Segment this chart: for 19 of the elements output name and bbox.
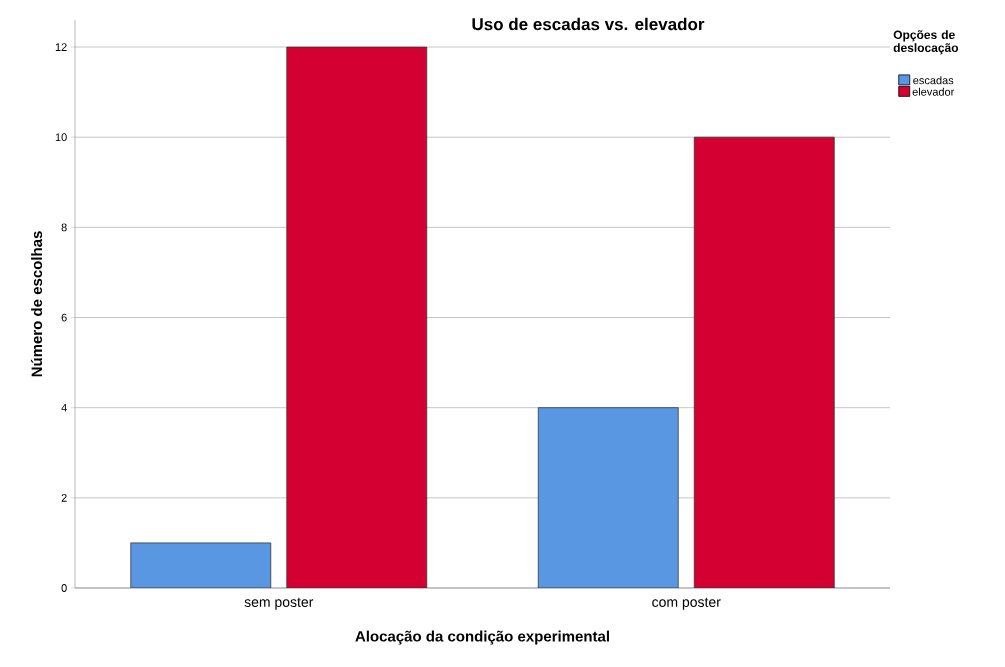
y-tick-label: 4 bbox=[61, 403, 67, 412]
y-tick-label: 6 bbox=[61, 313, 67, 322]
chart-title: Uso de escadas vs. elevador bbox=[472, 17, 705, 31]
y-tick-label: 12 bbox=[55, 43, 67, 51]
y-tick-label: 8 bbox=[61, 223, 67, 232]
bar bbox=[537, 407, 679, 588]
y-tick-label: 10 bbox=[55, 133, 67, 142]
x-axis-title: Alocação da condição experimental bbox=[355, 630, 609, 645]
legend-title: Opções de deslocação bbox=[893, 30, 959, 55]
x-tick-label: sem poster bbox=[244, 597, 314, 610]
y-axis-title: Número de escolhas bbox=[30, 231, 43, 377]
y-tick-label: 0 bbox=[61, 584, 67, 592]
legend-label: elevador bbox=[912, 87, 955, 96]
x-tick-label: com poster bbox=[652, 597, 721, 610]
legend-label: escadas bbox=[913, 76, 954, 85]
bar bbox=[286, 46, 428, 588]
y-tick-label: 2 bbox=[61, 494, 67, 502]
bar bbox=[693, 136, 835, 588]
bar bbox=[130, 542, 272, 588]
